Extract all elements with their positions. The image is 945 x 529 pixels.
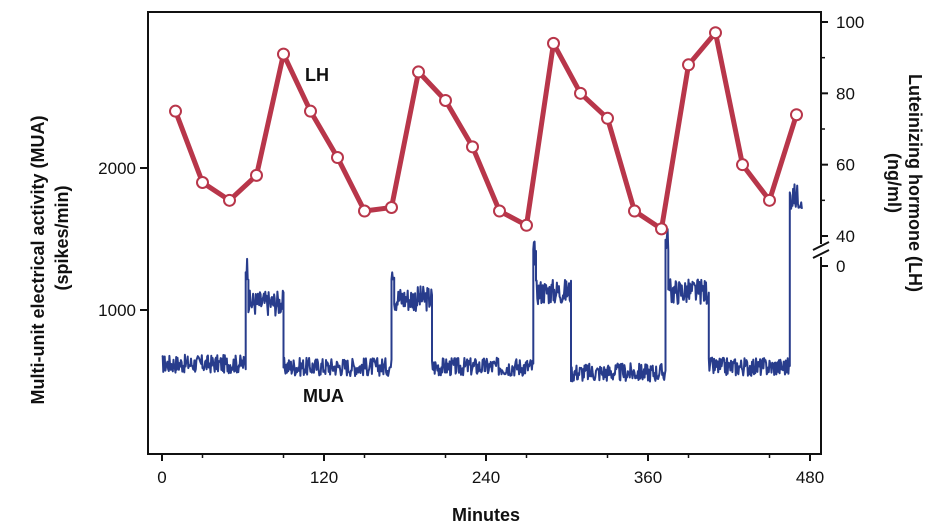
lh-line-layer <box>173 30 799 232</box>
right-tick-label: 80 <box>836 84 855 103</box>
right-axis: 40 60 80 100 0 <box>812 13 864 276</box>
plot-frame <box>147 11 822 455</box>
mua-line-layer <box>161 183 803 383</box>
lh-series-line <box>173 30 799 232</box>
lh-data-point <box>709 26 722 40</box>
lh-points-layer <box>169 26 803 236</box>
lh-data-point <box>169 104 182 118</box>
lh-data-point <box>385 200 398 214</box>
right-tick-label: 0 <box>836 257 845 276</box>
lh-data-point <box>574 86 587 100</box>
x-tick-label: 480 <box>796 468 824 487</box>
lh-data-point <box>223 193 236 207</box>
x-tick-label: 120 <box>310 468 338 487</box>
lh-data-point <box>331 151 344 165</box>
lh-data-point <box>736 158 749 172</box>
lh-data-point <box>304 104 317 118</box>
lh-data-point <box>439 93 452 107</box>
right-tick-label: 100 <box>836 13 864 32</box>
lh-data-point <box>790 108 803 122</box>
lh-data-point <box>196 176 209 189</box>
right-tick-label: 60 <box>836 156 855 175</box>
axis-break-mark <box>812 241 830 251</box>
lh-data-point <box>412 65 425 79</box>
lh-data-point <box>601 111 614 125</box>
left-tick-label: 1000 <box>98 301 136 320</box>
axis-break-gap <box>817 244 825 257</box>
lh-data-point <box>358 204 371 218</box>
lh-series-label: LH <box>305 65 329 85</box>
x-tick-label: 0 <box>157 468 166 487</box>
lh-data-point <box>250 168 263 182</box>
lh-data-point <box>628 204 641 218</box>
axis-break-mark <box>812 249 830 259</box>
mua-series-label: MUA <box>303 386 344 406</box>
lh-data-point <box>763 193 776 207</box>
x-axis-title: Minutes <box>452 505 520 525</box>
right-tick-label: 40 <box>836 227 855 246</box>
lh-data-point <box>520 218 533 232</box>
right-axis-title-line2: (ng/ml) <box>884 153 904 213</box>
left-axis-title-line1: Multi-unit electrical activity (MUA) <box>28 115 48 404</box>
x-tick-label: 240 <box>472 468 500 487</box>
x-tick-label: 360 <box>634 468 662 487</box>
lh-data-point <box>277 47 290 61</box>
lh-data-point <box>655 222 668 236</box>
x-axis: 0 120 240 360 480 <box>157 454 824 487</box>
left-axis-title-line2: (spikes/min) <box>52 185 72 290</box>
lh-data-point <box>682 58 695 72</box>
lh-data-point <box>547 36 560 50</box>
left-axis: 1000 2000 <box>98 159 148 320</box>
lh-data-point <box>493 204 506 218</box>
lh-data-point <box>466 140 479 154</box>
right-axis-title-line1: Luteinizing hormone (LH) <box>905 74 925 292</box>
left-tick-label: 2000 <box>98 159 136 178</box>
mua-series-line <box>161 183 803 383</box>
